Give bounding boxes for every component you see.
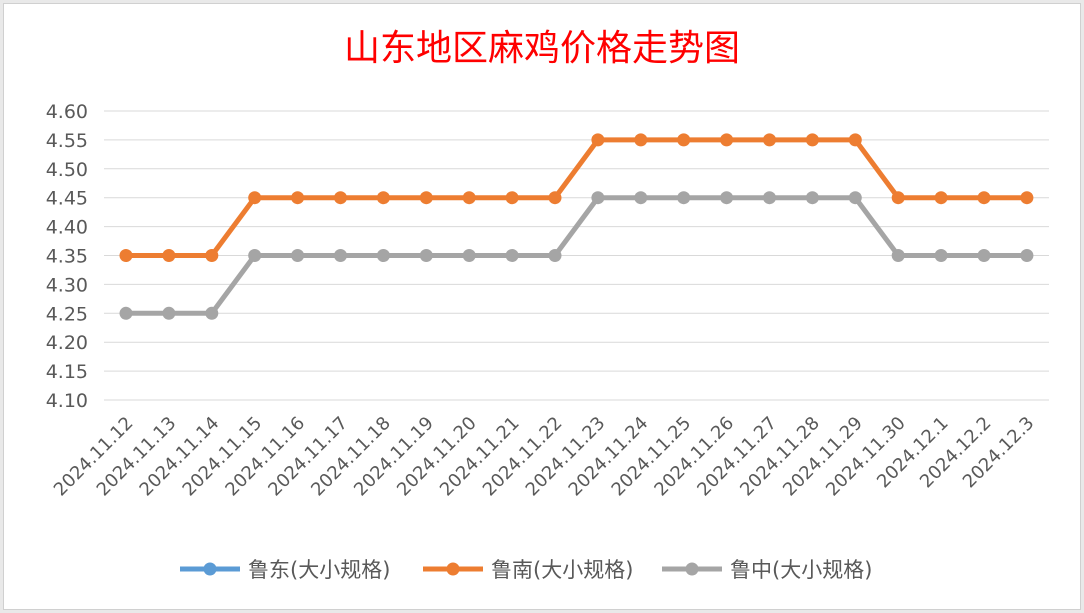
legend-item[interactable]: 鲁东(大小规格) — [180, 558, 390, 582]
data-point[interactable] — [291, 249, 305, 262]
data-point[interactable] — [119, 249, 133, 262]
y-tick-label: 4.50 — [46, 159, 88, 181]
data-point[interactable] — [205, 306, 219, 320]
data-point[interactable] — [162, 306, 176, 320]
y-tick-label: 4.55 — [46, 130, 88, 152]
data-point[interactable] — [763, 191, 776, 205]
data-point[interactable] — [848, 191, 862, 205]
series-line — [126, 137, 1027, 258]
data-point[interactable] — [720, 133, 734, 147]
data-point[interactable] — [376, 191, 390, 205]
data-point[interactable] — [977, 191, 991, 205]
data-point[interactable] — [591, 133, 605, 147]
legend-label: 鲁南(大小规格) — [491, 558, 633, 582]
legend-label: 鲁中(大小规格) — [730, 558, 872, 582]
data-point[interactable] — [462, 249, 476, 262]
data-point[interactable] — [119, 306, 133, 320]
x-axis-ticks: 2024.11.122024.11.132024.11.142024.11.15… — [50, 413, 1039, 501]
legend-marker-icon — [203, 562, 217, 576]
data-point[interactable] — [848, 133, 862, 147]
y-tick-label: 4.60 — [46, 101, 88, 123]
data-point[interactable] — [805, 133, 819, 147]
data-point[interactable] — [462, 191, 476, 205]
data-point[interactable] — [634, 133, 648, 147]
legend-marker-icon — [446, 562, 460, 576]
data-point[interactable] — [891, 191, 905, 205]
data-point[interactable] — [162, 249, 176, 262]
legend[interactable]: 鲁东(大小规格) 鲁南(大小规格) 鲁中(大小规格) — [180, 558, 872, 582]
series-line — [126, 195, 1027, 316]
legend-label: 鲁东(大小规格) — [248, 558, 390, 582]
data-point[interactable] — [505, 191, 519, 205]
data-point[interactable] — [934, 191, 948, 205]
legend-item[interactable]: 鲁中(大小规格) — [662, 558, 872, 582]
chart-title: 山东地区麻鸡价格走势图 — [344, 28, 740, 69]
gridlines — [104, 110, 1049, 401]
data-point[interactable] — [720, 191, 734, 205]
data-point[interactable] — [934, 249, 948, 262]
data-point[interactable] — [634, 191, 648, 205]
data-point[interactable] — [291, 191, 305, 205]
data-point[interactable] — [505, 249, 519, 262]
data-point[interactable] — [419, 191, 433, 205]
series-1 — [119, 133, 1034, 262]
data-point[interactable] — [1020, 191, 1034, 205]
series-layer — [119, 133, 1034, 320]
data-point[interactable] — [334, 249, 347, 262]
y-tick-label: 4.20 — [46, 332, 88, 354]
data-point[interactable] — [677, 191, 691, 205]
data-point[interactable] — [248, 249, 262, 262]
data-point[interactable] — [548, 249, 562, 262]
data-point[interactable] — [334, 191, 347, 205]
data-point[interactable] — [977, 249, 991, 262]
data-point[interactable] — [376, 249, 390, 262]
data-point[interactable] — [891, 249, 905, 262]
y-tick-label: 4.45 — [46, 188, 88, 210]
y-tick-label: 4.40 — [46, 217, 88, 239]
data-point[interactable] — [1020, 249, 1034, 262]
y-tick-label: 4.25 — [46, 303, 88, 325]
data-point[interactable] — [205, 249, 219, 262]
y-axis-ticks: 4.60 4.55 4.50 4.45 4.40 4.35 4.30 4.25 4.20 4.15… — [46, 101, 88, 412]
data-point[interactable] — [548, 191, 562, 205]
y-tick-label: 4.15 — [46, 361, 88, 383]
chart-area[interactable] — [3, 3, 1081, 610]
data-point[interactable] — [248, 191, 262, 205]
y-tick-label: 4.35 — [46, 246, 88, 268]
data-point[interactable] — [805, 191, 819, 205]
data-point[interactable] — [419, 249, 433, 262]
data-point[interactable] — [763, 133, 776, 147]
legend-marker-icon — [685, 562, 699, 576]
legend-item[interactable]: 鲁南(大小规格) — [423, 558, 633, 582]
y-tick-label: 4.30 — [46, 274, 88, 296]
y-tick-label: 4.10 — [46, 390, 88, 412]
series-2 — [119, 191, 1034, 320]
data-point[interactable] — [591, 191, 605, 205]
data-point[interactable] — [677, 133, 691, 147]
